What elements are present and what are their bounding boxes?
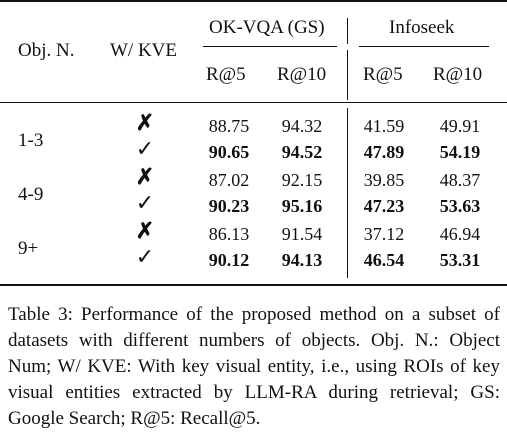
cross-icon: ✗: [135, 110, 155, 135]
header-info-r10: R@10: [433, 64, 483, 85]
table-cell: 94.13: [281, 250, 323, 270]
table-cell: 95.16: [281, 196, 323, 216]
infoseek-underline: [359, 46, 489, 47]
top-rule: [0, 0, 507, 2]
table-cell: 46.94: [439, 224, 481, 244]
body-separator: [347, 108, 348, 278]
check-icon: ✓: [135, 136, 155, 161]
cross-icon: ✗: [135, 218, 155, 243]
table-cell: 41.59: [363, 116, 405, 136]
header-okvqa-r5: R@5: [206, 64, 246, 85]
table-cell: 90.65: [208, 142, 250, 162]
table-caption: Table 3: Performance of the proposed met…: [8, 304, 500, 429]
okvqa-underline: [203, 46, 337, 47]
header-separator: [347, 18, 348, 44]
table-cell: 48.37: [439, 170, 481, 190]
table-cell: 46.54: [363, 250, 405, 270]
header-separator-2: [347, 50, 348, 100]
table-cell: 94.52: [281, 142, 323, 162]
table-cell: 87.02: [208, 170, 250, 190]
table-cell: 53.31: [439, 250, 481, 270]
table-cell: 47.23: [363, 196, 405, 216]
table-cell: 47.89: [363, 142, 405, 162]
header-okvqa-r10: R@10: [277, 64, 327, 85]
group-label: 4-9: [18, 184, 44, 205]
table-cell: 90.23: [208, 196, 250, 216]
header-infoseek: Infoseek: [389, 17, 455, 38]
header-obj-n: Obj. N.: [18, 40, 75, 61]
cross-icon: ✗: [135, 164, 155, 189]
table-cell: 90.12: [208, 250, 250, 270]
header-okvqa: OK-VQA (GS): [209, 17, 325, 38]
header-rule: [0, 102, 507, 103]
table-cell: 37.12: [363, 224, 405, 244]
check-icon: ✓: [135, 244, 155, 269]
table-cell: 86.13: [208, 224, 250, 244]
group-label: 1-3: [18, 130, 44, 151]
table-cell: 49.91: [439, 116, 481, 136]
header-info-r5: R@5: [363, 64, 403, 85]
header-w-kve: W/ KVE: [110, 40, 178, 61]
check-icon: ✓: [135, 190, 155, 215]
table-cell: 92.15: [281, 170, 323, 190]
group-label: 9+: [18, 238, 39, 259]
table-cell: 54.19: [439, 142, 481, 162]
bottom-rule: [0, 284, 507, 286]
table-cell: 94.32: [281, 116, 323, 136]
table-cell: 39.85: [363, 170, 405, 190]
table-cell: 88.75: [208, 116, 250, 136]
table-cell: 91.54: [281, 224, 323, 244]
table-cell: 53.63: [439, 196, 481, 216]
